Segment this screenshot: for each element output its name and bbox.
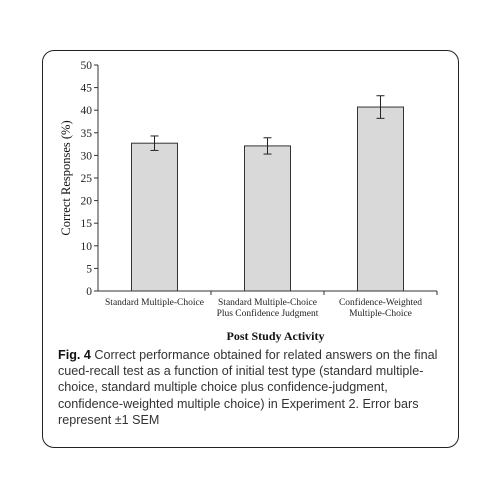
y-tick-label: 45 [81, 83, 93, 95]
bars [131, 95, 404, 292]
y-tick-label: 35 [81, 128, 93, 140]
x-category-label: Confidence-Weighted [339, 297, 422, 308]
y-tick-label: 50 [81, 60, 93, 72]
y-tick-label: 40 [81, 105, 93, 117]
bar [357, 106, 404, 292]
x-category-label: Multiple-Choice [349, 309, 412, 319]
x-axis-title: Post Study Activity [226, 329, 324, 343]
caption-label: Fig. 4 [58, 348, 91, 362]
bar [244, 145, 291, 292]
figure-caption: Fig. 4 Correct performance obtained for … [58, 347, 450, 428]
y-tick-label: 5 [86, 263, 92, 275]
x-category-label: Standard Multiple-Choice [218, 298, 317, 308]
y-tick-label: 30 [81, 150, 93, 162]
caption-text: Correct performance obtained for related… [58, 348, 438, 427]
y-axis-title: Correct Responses (%) [59, 120, 73, 235]
y-axis: 0 5 10 15 20 25 30 35 40 45 50 [81, 60, 99, 298]
bar [131, 142, 178, 292]
y-tick-label: 25 [81, 173, 93, 185]
y-tick-label: 15 [81, 218, 93, 230]
x-axis: Standard Multiple-Choice Standard Multipl… [98, 290, 438, 319]
y-tick-label: 0 [86, 286, 92, 298]
y-tick-label: 20 [81, 196, 93, 208]
x-category-label: Standard Multiple-Choice [105, 298, 204, 308]
x-category-label: Plus Confidence Judgment [217, 308, 319, 319]
y-tick-label: 10 [81, 241, 93, 253]
